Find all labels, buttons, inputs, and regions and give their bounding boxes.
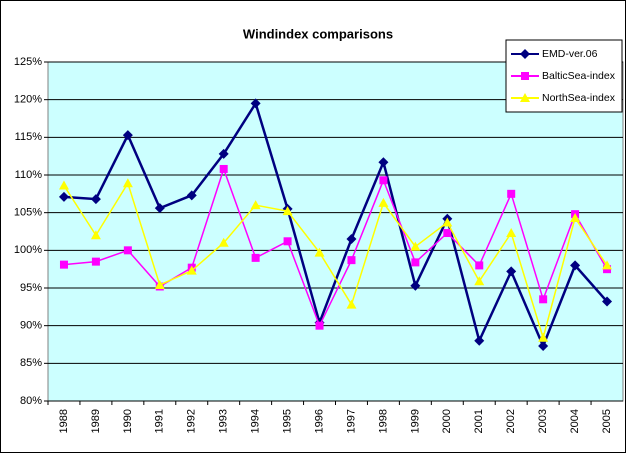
marker bbox=[59, 260, 68, 269]
marker bbox=[507, 189, 516, 198]
y-tick-label: 80% bbox=[20, 395, 42, 407]
marker bbox=[506, 266, 517, 277]
legend-label: EMD-ver.06 bbox=[542, 48, 598, 60]
marker bbox=[521, 72, 529, 80]
y-tick-label: 125% bbox=[14, 56, 42, 68]
marker bbox=[347, 256, 356, 265]
marker bbox=[346, 234, 357, 245]
marker bbox=[90, 230, 101, 240]
x-tick-label: 2004 bbox=[569, 409, 581, 433]
marker bbox=[520, 49, 530, 59]
y-tick-label: 110% bbox=[15, 169, 43, 181]
marker bbox=[154, 279, 165, 289]
x-tick-label: 1996 bbox=[313, 409, 325, 433]
chart-title: Windindex comparisons bbox=[243, 26, 393, 41]
marker bbox=[475, 261, 484, 270]
marker bbox=[218, 237, 229, 247]
series-line bbox=[63, 181, 608, 341]
marker bbox=[218, 148, 229, 159]
marker bbox=[506, 228, 517, 238]
marker bbox=[378, 197, 389, 207]
marker bbox=[251, 253, 260, 262]
y-tick-label: 105% bbox=[14, 207, 42, 219]
x-tick-label: 1999 bbox=[409, 409, 421, 433]
marker bbox=[219, 164, 228, 173]
y-tick-label: 100% bbox=[14, 244, 42, 256]
y-tick-label: 120% bbox=[14, 94, 42, 106]
marker bbox=[538, 341, 549, 352]
marker bbox=[91, 257, 100, 266]
marker bbox=[442, 217, 453, 227]
marker bbox=[538, 332, 549, 342]
marker bbox=[186, 190, 197, 201]
marker bbox=[250, 200, 261, 210]
x-tick-label: 1994 bbox=[250, 409, 262, 433]
marker bbox=[411, 258, 420, 267]
marker bbox=[122, 130, 133, 141]
marker bbox=[314, 247, 325, 257]
marker bbox=[282, 206, 293, 216]
x-tick-label: 2000 bbox=[441, 409, 453, 433]
marker bbox=[410, 280, 421, 291]
legend-label: NorthSea-index bbox=[542, 92, 616, 104]
x-tick-label: 1989 bbox=[90, 409, 102, 433]
marker bbox=[315, 321, 324, 330]
marker bbox=[378, 157, 389, 168]
marker bbox=[283, 237, 292, 246]
x-tick-label: 2005 bbox=[601, 409, 613, 433]
marker bbox=[346, 299, 357, 309]
x-tick-label: 2003 bbox=[537, 409, 549, 433]
plot-area bbox=[47, 61, 624, 402]
marker bbox=[250, 98, 261, 109]
marker bbox=[186, 265, 197, 275]
marker bbox=[602, 260, 613, 270]
series-line bbox=[63, 100, 608, 350]
y-tick-label: 115% bbox=[15, 131, 43, 143]
x-tick-label: 1993 bbox=[218, 409, 230, 433]
x-tick-label: 1991 bbox=[154, 409, 166, 433]
marker bbox=[123, 246, 132, 255]
marker bbox=[379, 176, 388, 185]
marker bbox=[410, 241, 421, 251]
x-tick-label: 1998 bbox=[377, 409, 389, 433]
series-line bbox=[63, 166, 608, 328]
marker bbox=[539, 295, 548, 304]
marker bbox=[90, 194, 101, 205]
y-tick-label: 95% bbox=[20, 282, 42, 294]
marker bbox=[474, 335, 485, 346]
marker bbox=[58, 180, 69, 190]
marker bbox=[570, 212, 581, 222]
x-tick-label: 1995 bbox=[281, 409, 293, 433]
marker bbox=[570, 260, 581, 271]
marker bbox=[154, 203, 165, 214]
marker bbox=[443, 229, 452, 238]
x-tick-label: 1992 bbox=[186, 409, 198, 433]
x-tick-label: 2002 bbox=[505, 409, 517, 433]
marker bbox=[122, 178, 133, 188]
y-tick-label: 85% bbox=[20, 357, 42, 369]
x-tick-label: 2001 bbox=[473, 409, 485, 433]
x-tick-label: 1988 bbox=[58, 409, 70, 433]
marker bbox=[520, 93, 530, 102]
marker bbox=[602, 296, 613, 307]
marker bbox=[474, 276, 485, 286]
marker bbox=[58, 191, 69, 202]
y-tick-label: 90% bbox=[20, 320, 42, 332]
x-tick-label: 1990 bbox=[122, 409, 134, 433]
x-tick-label: 1997 bbox=[345, 409, 357, 433]
legend-label: BalticSea-index bbox=[542, 70, 616, 82]
